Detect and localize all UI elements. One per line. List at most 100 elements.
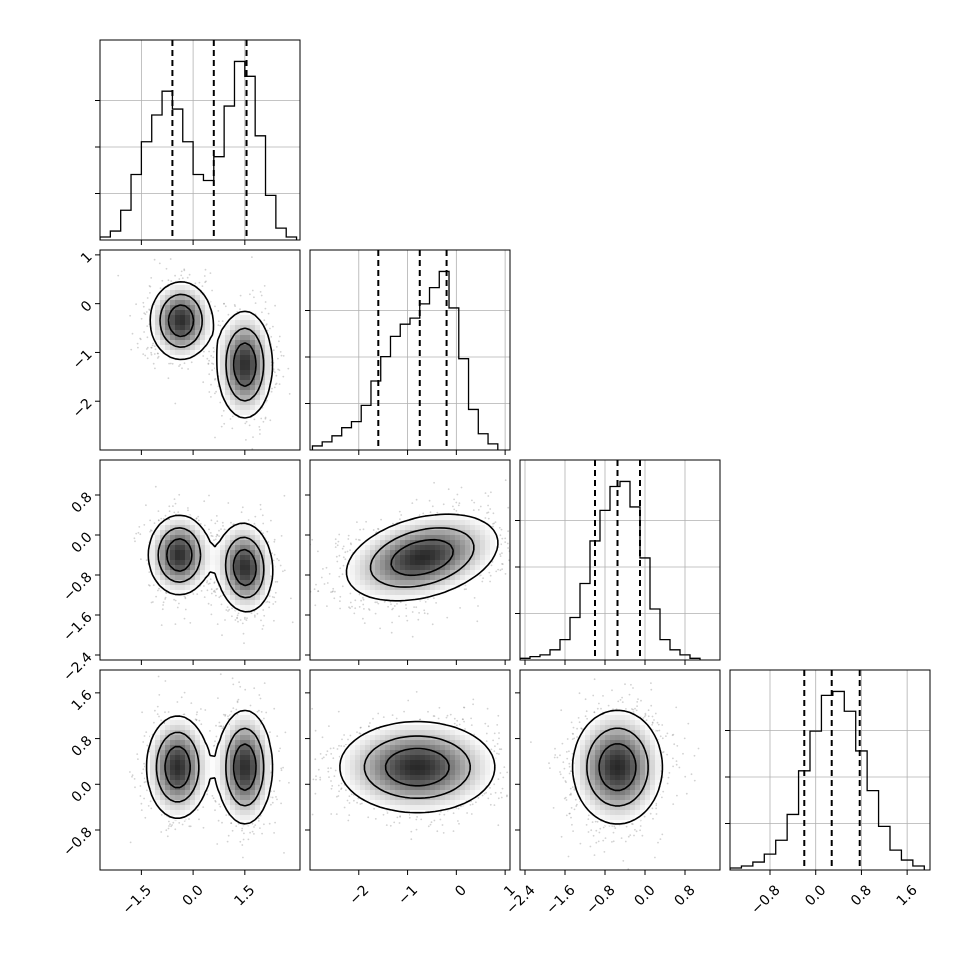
- sample-point: [251, 448, 254, 450]
- density-cell: [160, 545, 166, 551]
- density-cell: [245, 385, 251, 391]
- sample-point: [453, 508, 456, 511]
- sample-point: [377, 527, 379, 530]
- sample-point: [493, 522, 495, 525]
- density-cell: [435, 530, 441, 536]
- density-cell: [260, 535, 266, 541]
- density-cell: [255, 590, 261, 596]
- density-cell: [155, 295, 161, 301]
- sample-point: [274, 591, 277, 594]
- density-cell: [250, 405, 256, 411]
- sample-point: [501, 537, 504, 540]
- sample-point: [259, 508, 262, 511]
- density-cell: [170, 550, 176, 556]
- sample-point: [174, 502, 177, 505]
- density-cell: [200, 535, 206, 541]
- sample-point: [164, 514, 167, 517]
- sample-point: [463, 588, 466, 591]
- sample-point: [481, 580, 484, 583]
- sample-point: [349, 592, 352, 595]
- sample-point: [273, 540, 276, 543]
- density-cell: [215, 570, 221, 576]
- sample-point: [377, 528, 380, 531]
- density-cell: [190, 300, 196, 306]
- density-cell: [220, 375, 226, 381]
- density-cell: [260, 565, 266, 571]
- sample-point: [215, 588, 218, 591]
- sample-point: [359, 539, 361, 541]
- density-cell: [240, 385, 246, 391]
- sample-point: [165, 592, 168, 594]
- sample-point: [152, 342, 155, 345]
- sample-point: [155, 595, 158, 598]
- density-cell: [180, 355, 186, 361]
- sample-point: [377, 602, 380, 605]
- density-cell: [235, 370, 241, 376]
- sample-point: [146, 325, 149, 327]
- density-cell: [230, 585, 236, 591]
- density-cell: [250, 590, 256, 596]
- sample-point: [305, 548, 307, 550]
- sample-point: [315, 583, 317, 586]
- density-cell: [260, 590, 266, 596]
- sample-point: [488, 571, 491, 574]
- sample-point: [140, 558, 142, 561]
- sample-point: [479, 505, 482, 508]
- sample-point: [264, 416, 267, 419]
- density-cell: [165, 585, 171, 591]
- density-cell: [235, 330, 241, 336]
- sample-point: [279, 564, 282, 567]
- sample-point: [153, 345, 156, 347]
- sample-point: [167, 518, 170, 521]
- sample-point: [274, 581, 277, 583]
- density-cell: [180, 590, 186, 596]
- sample-point: [184, 596, 187, 599]
- sample-point: [259, 503, 262, 506]
- density-cell: [265, 570, 271, 576]
- density-cell: [180, 320, 186, 326]
- density-cell: [195, 560, 201, 566]
- sample-point: [223, 302, 225, 305]
- sample-point: [223, 422, 226, 425]
- sample-point: [174, 599, 177, 602]
- density-cell: [245, 335, 251, 341]
- density-cell: [225, 565, 231, 571]
- sample-point: [322, 568, 324, 570]
- sample-point: [169, 362, 172, 365]
- density-cell: [160, 335, 166, 341]
- sample-point: [212, 590, 215, 593]
- sample-point: [277, 357, 279, 360]
- density-cell: [400, 530, 406, 536]
- sample-point: [258, 426, 261, 428]
- density-cell: [220, 390, 226, 396]
- density-cell: [450, 520, 456, 526]
- sample-point: [216, 533, 218, 536]
- density-cell: [230, 365, 236, 371]
- density-cell: [225, 325, 231, 331]
- density-cell: [160, 325, 166, 331]
- sample-point: [149, 529, 152, 532]
- density-cell: [235, 570, 241, 576]
- sample-point: [359, 528, 361, 531]
- density-cell: [175, 545, 181, 551]
- sample-point: [212, 363, 215, 365]
- density-cell: [185, 325, 191, 331]
- sample-point: [500, 528, 503, 531]
- sample-point: [222, 409, 225, 412]
- sample-point: [253, 522, 256, 525]
- sample-point: [282, 375, 285, 378]
- sample-point: [265, 399, 268, 402]
- density-cell: [250, 600, 256, 606]
- sample-point: [146, 297, 149, 299]
- density-cell: [200, 335, 206, 341]
- sample-point: [187, 368, 190, 370]
- sample-point: [484, 517, 487, 519]
- sample-point: [195, 517, 198, 520]
- density-cell: [200, 550, 206, 556]
- sample-point: [241, 506, 244, 509]
- density-cell: [465, 525, 471, 531]
- density-cell: [165, 310, 171, 316]
- sample-point: [254, 302, 257, 304]
- sample-point: [206, 589, 209, 592]
- sample-point: [130, 348, 133, 351]
